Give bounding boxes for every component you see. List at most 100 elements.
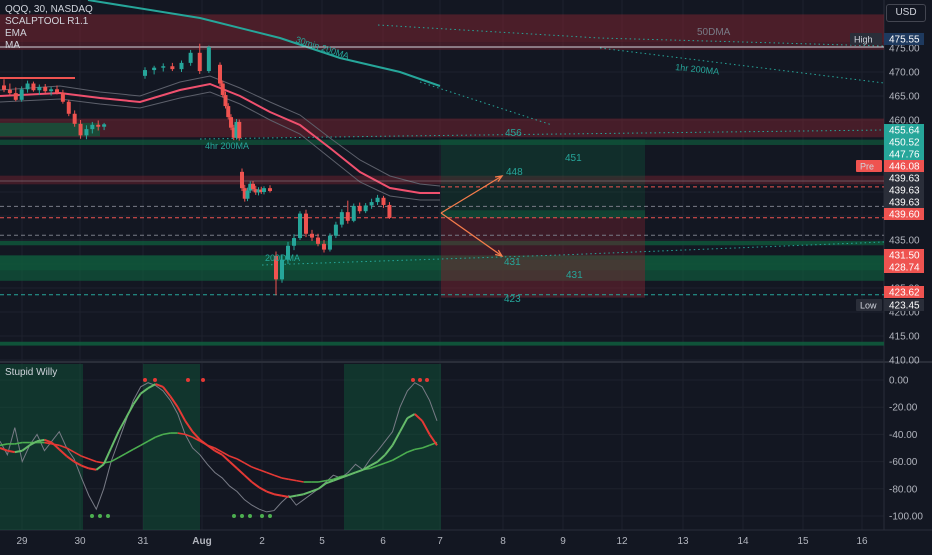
candle-body [2,85,6,90]
ma-200dma-line [261,241,885,266]
osc-signal-line [221,451,230,457]
osc-signal-line [184,433,193,438]
supply-zone-high [0,42,884,50]
time-tick-label: Aug [192,536,211,547]
supply-zone-456 [0,118,884,138]
osc-signal-line [273,474,282,479]
osc-signal-line [392,455,401,461]
osc-signal-line [155,433,164,438]
time-tick-label: 14 [737,536,749,547]
time-tick-label: 15 [797,536,809,547]
osc-main-line [21,444,31,452]
candle-body [84,129,89,136]
indicator-scalptool[interactable]: SCALPTOOL R1.1 [5,16,89,27]
osc-signal-line [44,441,52,445]
annotation-label: 431 [566,270,583,281]
ma-1hr-200-line [599,47,885,84]
indicator-ma[interactable]: MA [5,40,20,51]
candle-body [31,83,36,91]
candle-body [13,93,18,100]
candle-body [363,205,368,212]
time-tick-label: 9 [560,536,566,547]
price-label-text: 439.63 [889,186,920,197]
price-label-box [884,261,924,273]
price-label-box [884,124,924,136]
price-label-text: 446.08 [889,162,920,173]
symbol-title[interactable]: QQQ, 30, NASDAQ [5,4,93,15]
candle-body [327,235,332,250]
osc-main-line [147,383,157,390]
osc-main-line [384,444,394,456]
price-tick-label: 470.00 [889,68,920,79]
osc-oversold-dot [260,514,264,518]
candle-body [245,190,250,199]
osc-signal-line [407,448,416,453]
candle-body [78,123,83,136]
currency-button[interactable]: USD [886,4,926,22]
price-tick-label: 410.00 [889,356,920,367]
osc-main-line [14,449,23,454]
price-label-text: 455.64 [889,126,920,137]
osc-main-line [140,387,149,395]
osc-main-line [95,463,105,471]
oscillator-legend: Stupid Willy [5,367,57,379]
osc-main-line [155,383,164,388]
price-label-box [884,196,924,208]
osc-oversold-dot [240,514,244,518]
price-tag-text: Pre [860,162,874,172]
candle-body [268,188,272,192]
osc-main-line [184,420,194,433]
osc-main-line [73,460,82,467]
projection-box-upper [441,139,645,178]
osc-main-line [162,386,172,397]
price-label-box [884,33,924,45]
candle-body [60,92,65,102]
osc-signal-line [281,477,290,481]
price-axis[interactable]: 410.00415.00420.00425.00430.00435.00440.… [850,33,924,523]
candle-body [234,121,239,138]
ema-envelope-upper [0,75,441,187]
green-line-455 [0,139,884,145]
osc-overbought-dot [425,378,429,382]
osc-main-line [273,493,282,497]
candle-body [310,233,314,238]
osc-main-line [414,413,423,422]
oscillator-title[interactable]: Stupid Willy [5,367,58,378]
price-label-text: 450.52 [889,138,920,149]
osc-main-line [102,447,113,465]
osc-main-line [406,413,416,419]
osc-signal-line [125,448,134,455]
osc-main-line [66,455,75,463]
candles-layer [2,43,392,296]
candle-body [223,95,228,107]
osc-oversold-dot [90,514,94,518]
price-label-text: 475.55 [889,35,920,46]
candle-body [226,106,231,118]
candle-body [339,212,344,225]
osc-signal-line [73,451,82,457]
osc-signal-line [58,444,67,449]
candle-body [90,124,95,130]
price-label-text: 428.74 [889,263,920,274]
osc-main-line [176,406,187,422]
candle-body [96,124,101,127]
zones-layer [0,14,884,346]
osc-main-line [340,474,349,479]
osc-main-line [132,393,142,406]
indicator-ema[interactable]: EMA [5,28,27,39]
osc-main-line [36,438,45,443]
osc-overbought-dot [201,378,205,382]
time-axis[interactable]: 29 30 31 Aug 2 5 6 7 8 9 12 13 14 15 16 [16,536,868,547]
annotation-label: 431 [504,257,521,268]
price-label-box [884,299,924,311]
candle-body [375,197,380,203]
time-tick-label: 6 [380,536,386,547]
price-label-box [884,249,924,261]
candle-body [304,213,308,234]
osc-signal-line [370,464,379,470]
price-label-box [884,208,924,220]
osc-signal-line [414,447,423,451]
osc-main-line [117,417,127,433]
osc-overbought-dot [186,378,190,382]
osc-main-line [58,448,68,457]
